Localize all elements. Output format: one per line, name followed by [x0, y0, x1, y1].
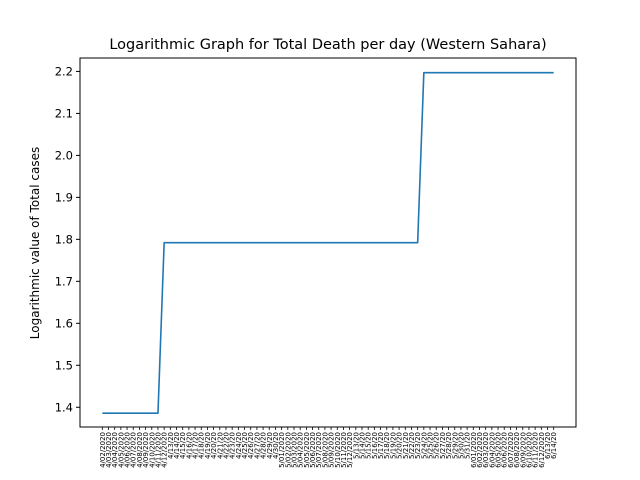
chart-title: Logarithmic Graph for Total Death per da…	[109, 37, 546, 53]
series-line	[102, 71, 554, 414]
x-tick-label: 4/27/20	[253, 432, 261, 459]
x-tick-label: 5/05/2020	[303, 432, 311, 468]
x-tick-label: 5/27/20	[439, 432, 447, 459]
x-tick-label: 4/11/2020	[154, 432, 162, 468]
x-tick-label: 4/09/2020	[142, 432, 150, 468]
x-tick-label: 6/03/2020	[482, 432, 490, 468]
x-tick-label: 5/18/20	[383, 432, 391, 459]
x-tick-label: 5/08/2020	[321, 432, 329, 468]
x-tick-label: 6/09/2020	[519, 432, 527, 468]
x-tick-label: 5/06/2020	[309, 432, 317, 468]
x-tick-label: 5/17/20	[377, 432, 385, 459]
x-tick-label: 6/04/2020	[488, 432, 496, 468]
x-tick-label: 4/22/20	[222, 432, 230, 459]
x-tick-label: 5/12/2020	[346, 432, 354, 468]
y-tick-label: 1.5	[55, 358, 73, 372]
x-tick-label: 4/10/2020	[148, 432, 156, 468]
series-layer	[102, 71, 554, 414]
x-tick-label: 5/30/20	[457, 432, 465, 459]
x-tick-label: 5/29/20	[451, 432, 459, 459]
x-tick-label: 4/12/2020	[161, 432, 169, 468]
x-tick-label: 5/04/2020	[297, 432, 305, 468]
x-tick-label: 4/29/20	[266, 432, 274, 459]
x-tick-label: 5/03/2020	[290, 432, 298, 468]
plot-frame	[79, 57, 577, 428]
x-tick-label: 5/16/20	[371, 432, 379, 459]
x-tick-label: 4/28/20	[260, 432, 268, 459]
x-tick-label: 6/07/2020	[507, 432, 515, 468]
x-tick-label: 5/10/2020	[334, 432, 342, 468]
x-tick-label: 5/28/20	[445, 432, 453, 459]
x-tick-label: 6/02/2020	[476, 432, 484, 468]
x-tick-label: 4/25/20	[241, 432, 249, 459]
x-tick-label: 4/17/20	[192, 432, 200, 459]
x-tick-label: 5/07/2020	[315, 432, 323, 468]
y-tick-label: 1.7	[55, 274, 73, 288]
x-tick-label: 4/04/2020	[111, 432, 119, 468]
x-tick-label: 6/10/2020	[525, 432, 533, 468]
x-tick-label: 5/20/20	[396, 432, 404, 459]
y-tick-label: 1.9	[55, 190, 73, 204]
x-tick-label: 5/02/2020	[284, 432, 292, 468]
x-tick-label: 5/24/20	[420, 432, 428, 459]
x-tick-label: 5/25/20	[427, 432, 435, 459]
x-tick-label: 6/14/20	[550, 432, 558, 459]
y-tick-label: 1.8	[55, 232, 73, 246]
y-tick-label: 2.1	[55, 106, 73, 120]
x-tick-label: 4/03/2020	[105, 432, 113, 468]
x-tick-label: 6/01/2020	[470, 432, 478, 468]
x-tick-label: 4/13/20	[167, 432, 175, 459]
x-tick-label: 6/11/2020	[532, 432, 540, 468]
x-tick-label: 4/16/20	[185, 432, 193, 459]
y-axis-ticks: 1.4 1.5 1.6 1.7 1.8 1.9 2.0 2.1 2.2	[55, 64, 80, 414]
x-tick-label: 5/15/20	[365, 432, 373, 459]
x-tick-label: 6/08/2020	[513, 432, 521, 468]
x-tick-label: 4/07/2020	[130, 432, 138, 468]
x-tick-label: 4/06/2020	[124, 432, 132, 468]
y-tick-label: 1.6	[55, 316, 73, 330]
x-tick-label: 5/19/20	[389, 432, 397, 459]
x-tick-label: 4/18/20	[198, 432, 206, 459]
x-tick-label: 5/13/20	[352, 432, 360, 459]
x-tick-label: 4/02/2020	[99, 432, 107, 468]
x-tick-label: 6/06/2020	[501, 432, 509, 468]
x-tick-label: 5/22/20	[408, 432, 416, 459]
x-tick-label: 5/11/2020	[340, 432, 348, 468]
x-tick-label: 5/14/20	[359, 432, 367, 459]
x-tick-label: 6/12/2020	[538, 432, 546, 468]
x-axis-ticks: 4/02/20204/03/20204/04/20204/05/20204/06…	[99, 427, 558, 468]
x-tick-label: 5/21/20	[402, 432, 410, 459]
x-tick-label: 4/24/20	[235, 432, 243, 459]
x-tick-label: 5/26/20	[433, 432, 441, 459]
x-tick-label: 5/01/2020	[278, 432, 286, 468]
x-tick-label: 5/09/2020	[328, 432, 336, 468]
x-tick-label: 4/05/2020	[117, 432, 125, 468]
x-tick-label: 4/20/20	[210, 432, 218, 459]
x-tick-label: 4/30/20	[272, 432, 280, 459]
x-tick-label: 4/08/2020	[136, 432, 144, 468]
x-tick-label: 4/23/20	[229, 432, 237, 459]
y-tick-label: 1.4	[55, 400, 73, 414]
y-tick-label: 2.0	[55, 148, 73, 162]
x-tick-label: 5/23/20	[414, 432, 422, 459]
x-tick-label: 4/21/20	[216, 432, 224, 459]
x-tick-label: 4/14/20	[173, 432, 181, 459]
x-tick-label: 6/05/2020	[495, 432, 503, 468]
x-tick-label: 4/26/20	[247, 432, 255, 459]
y-tick-label: 2.2	[55, 64, 73, 78]
x-tick-label: 4/19/20	[204, 432, 212, 459]
x-tick-label: 6/13/20	[544, 432, 552, 459]
y-axis-label: Logarithmic value of Total cases	[28, 147, 42, 339]
x-tick-label: 5/31/20	[464, 432, 472, 459]
x-tick-label: 4/15/20	[179, 432, 187, 459]
